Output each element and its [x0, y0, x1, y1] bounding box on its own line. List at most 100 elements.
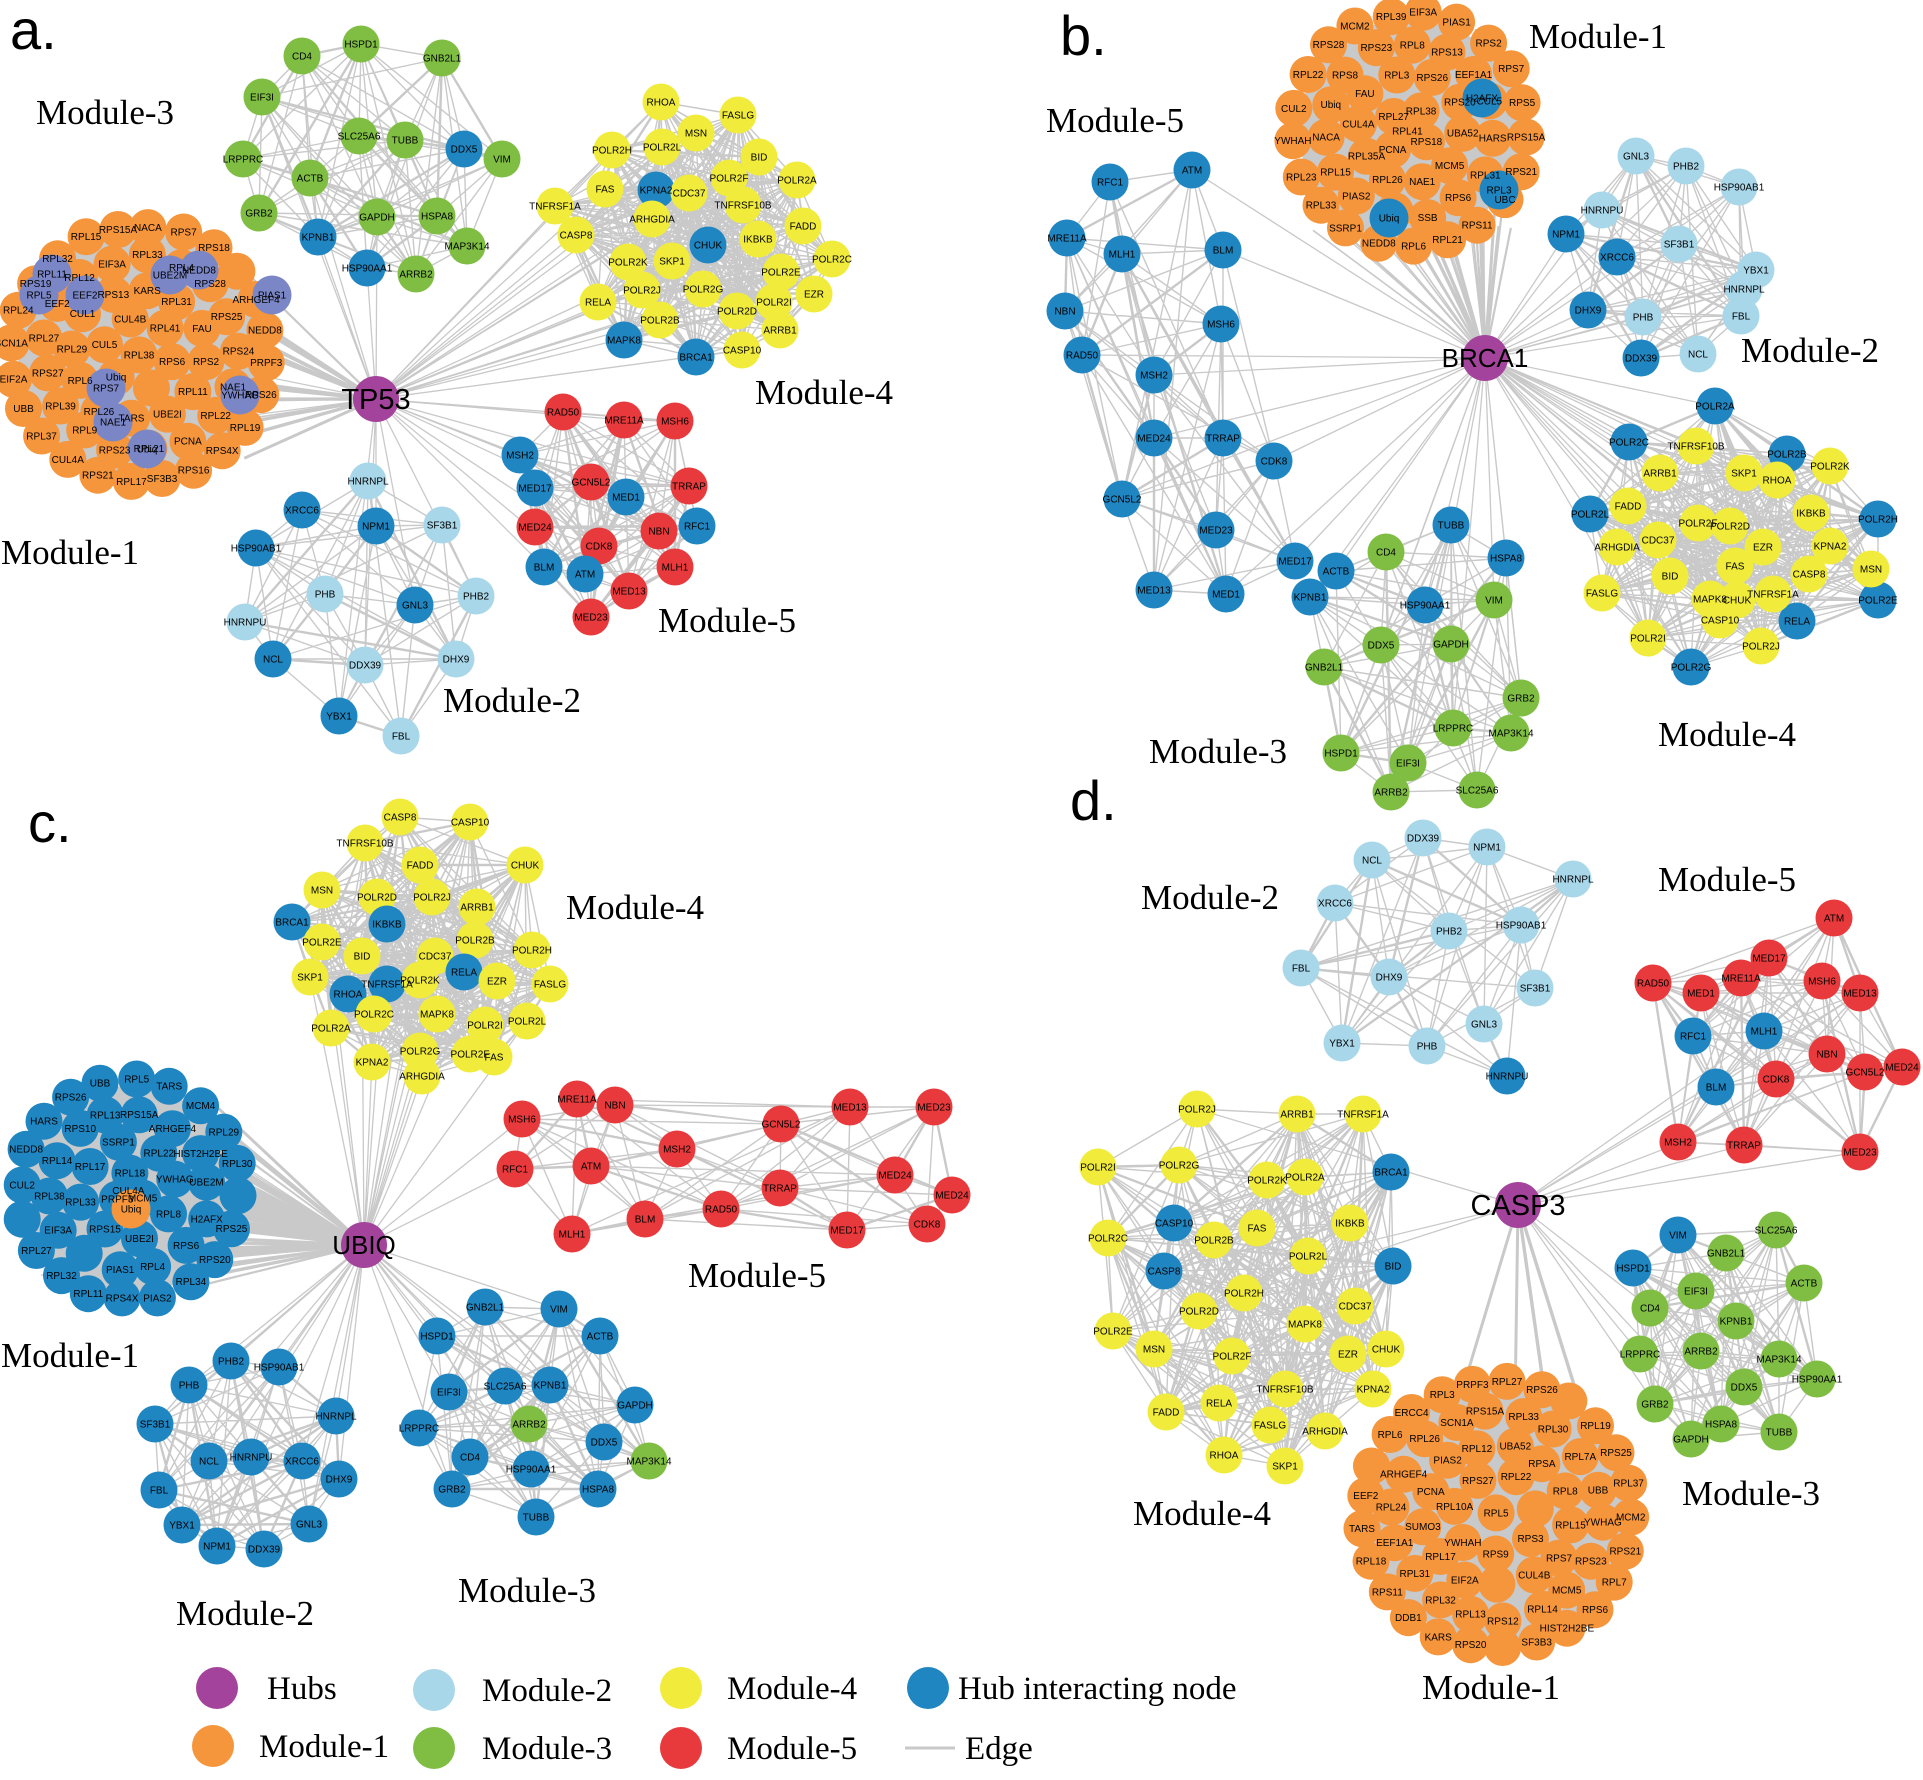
- svg-text:ARRB2: ARRB2: [1374, 787, 1408, 798]
- svg-text:POLR2G: POLR2G: [400, 1046, 441, 1057]
- svg-text:RPS13: RPS13: [1431, 48, 1463, 59]
- svg-text:GRB2: GRB2: [245, 208, 273, 219]
- svg-text:EZR: EZR: [1753, 542, 1773, 553]
- svg-text:POLR2C: POLR2C: [354, 1009, 394, 1020]
- svg-text:MCM5: MCM5: [128, 1193, 158, 1204]
- svg-text:GCN5L2: GCN5L2: [1103, 494, 1142, 505]
- svg-text:RPL22: RPL22: [1293, 70, 1324, 81]
- svg-text:BLM: BLM: [635, 1214, 656, 1225]
- svg-text:DHX9: DHX9: [1376, 972, 1403, 983]
- svg-text:Ubiq: Ubiq: [1321, 100, 1342, 111]
- svg-text:MED1: MED1: [612, 492, 640, 503]
- svg-text:MED13: MED13: [833, 1102, 867, 1113]
- svg-text:YBX1: YBX1: [1329, 1038, 1355, 1049]
- svg-text:CD4: CD4: [292, 51, 312, 62]
- svg-text:UBC: UBC: [1494, 195, 1515, 206]
- svg-text:MED13: MED13: [612, 586, 646, 597]
- svg-text:RPL38: RPL38: [34, 1191, 65, 1202]
- svg-text:NAE1: NAE1: [1409, 177, 1436, 188]
- svg-text:b.: b.: [1060, 4, 1107, 67]
- svg-text:Hub interacting node: Hub interacting node: [958, 1671, 1237, 1707]
- svg-text:RPL7: RPL7: [1602, 1578, 1627, 1589]
- svg-text:HSP90AA1: HSP90AA1: [506, 1464, 557, 1475]
- svg-text:HSPD1: HSPD1: [420, 1331, 454, 1342]
- svg-text:LRPPRC: LRPPRC: [1433, 723, 1474, 734]
- svg-text:HNRNPL: HNRNPL: [1723, 284, 1765, 295]
- svg-text:RPL37: RPL37: [1613, 1479, 1644, 1490]
- svg-text:Module-4: Module-4: [755, 373, 893, 412]
- svg-text:ARHGDIA: ARHGDIA: [1594, 542, 1640, 553]
- svg-text:GCN5L2: GCN5L2: [572, 477, 611, 488]
- svg-text:RPS27: RPS27: [1462, 1476, 1494, 1487]
- svg-text:EEF1A1: EEF1A1: [1455, 70, 1493, 81]
- svg-text:RAD50: RAD50: [705, 1204, 738, 1215]
- svg-text:CHUK: CHUK: [511, 860, 540, 871]
- svg-text:RPL14: RPL14: [42, 1156, 73, 1167]
- svg-text:HSPA8: HSPA8: [1705, 1419, 1737, 1430]
- svg-text:RPS27: RPS27: [32, 368, 64, 379]
- svg-text:RPS16: RPS16: [178, 466, 210, 477]
- svg-text:POLR2D: POLR2D: [1710, 521, 1750, 532]
- svg-text:RPL32: RPL32: [42, 254, 73, 265]
- svg-text:CUL4B: CUL4B: [1518, 1570, 1551, 1581]
- svg-text:RPL31: RPL31: [161, 297, 192, 308]
- svg-text:RPL6: RPL6: [68, 376, 93, 387]
- svg-text:LRPPRC: LRPPRC: [399, 1423, 440, 1434]
- svg-text:KARS: KARS: [134, 286, 162, 297]
- svg-text:MED24: MED24: [1137, 433, 1171, 444]
- svg-text:Module-3: Module-3: [36, 93, 174, 132]
- svg-text:CDK8: CDK8: [586, 541, 613, 552]
- svg-text:POLR2J: POLR2J: [1178, 1104, 1216, 1115]
- svg-text:HSPD1: HSPD1: [1324, 748, 1358, 759]
- svg-text:Module-2: Module-2: [1141, 878, 1279, 917]
- svg-text:DDX5: DDX5: [451, 144, 478, 155]
- svg-text:Module-5: Module-5: [1046, 101, 1184, 140]
- svg-text:RPS26: RPS26: [1416, 73, 1448, 84]
- svg-text:RPL23: RPL23: [1286, 172, 1317, 183]
- svg-text:HSPD1: HSPD1: [344, 39, 378, 50]
- svg-text:RPS2: RPS2: [1476, 39, 1503, 50]
- svg-text:ARHGEF4: ARHGEF4: [232, 295, 280, 306]
- svg-text:BLM: BLM: [534, 562, 555, 573]
- svg-text:PIAS2: PIAS2: [1342, 191, 1371, 202]
- svg-text:HNRNPU: HNRNPU: [224, 617, 267, 628]
- svg-text:HARS: HARS: [30, 1117, 58, 1128]
- svg-text:RPL37: RPL37: [26, 431, 57, 442]
- svg-text:FASLG: FASLG: [1254, 1420, 1286, 1431]
- svg-text:RPL33: RPL33: [1508, 1412, 1539, 1423]
- svg-text:TNFRSF1A: TNFRSF1A: [1747, 589, 1799, 600]
- svg-text:RPL15: RPL15: [1320, 168, 1351, 179]
- svg-text:POLR2L: POLR2L: [508, 1016, 547, 1027]
- svg-text:KPNB1: KPNB1: [1720, 1316, 1753, 1327]
- svg-text:POLR2I: POLR2I: [467, 1020, 503, 1031]
- svg-text:POLR2B: POLR2B: [640, 315, 680, 326]
- svg-text:PIAS1: PIAS1: [106, 1265, 135, 1276]
- svg-text:BLM: BLM: [1706, 1082, 1727, 1093]
- svg-text:BRCA1: BRCA1: [1374, 1167, 1408, 1178]
- svg-text:MED13: MED13: [1843, 988, 1877, 999]
- svg-text:NCL: NCL: [199, 1456, 219, 1467]
- svg-text:SLC25A6: SLC25A6: [1456, 785, 1499, 796]
- svg-text:GRB2: GRB2: [1507, 693, 1535, 704]
- svg-text:RPL41: RPL41: [1392, 127, 1423, 138]
- svg-text:CASP8: CASP8: [1793, 569, 1826, 580]
- svg-text:RPS11: RPS11: [1372, 1587, 1403, 1598]
- svg-text:RELA: RELA: [1784, 616, 1810, 627]
- svg-text:RHOA: RHOA: [334, 989, 363, 1000]
- svg-text:RPS26: RPS26: [1526, 1385, 1558, 1396]
- svg-text:TRRAP: TRRAP: [672, 481, 706, 492]
- svg-text:XRCC6: XRCC6: [1318, 898, 1352, 909]
- svg-text:RPL19: RPL19: [230, 423, 261, 434]
- svg-text:RPL24: RPL24: [1376, 1502, 1407, 1513]
- svg-text:RPL22: RPL22: [144, 1149, 175, 1160]
- svg-text:POLR2K: POLR2K: [400, 975, 440, 986]
- svg-text:TNFRSF1A: TNFRSF1A: [529, 201, 581, 212]
- svg-text:SKP1: SKP1: [1731, 468, 1757, 479]
- svg-text:RPL41: RPL41: [150, 324, 181, 335]
- svg-text:GAPDH: GAPDH: [617, 1400, 653, 1411]
- svg-text:TRRAP: TRRAP: [1206, 433, 1240, 444]
- svg-text:EEF2: EEF2: [45, 299, 70, 310]
- svg-text:MSH6: MSH6: [661, 416, 689, 427]
- svg-text:RPS9: RPS9: [1483, 1549, 1510, 1560]
- svg-text:RPL4: RPL4: [169, 263, 194, 274]
